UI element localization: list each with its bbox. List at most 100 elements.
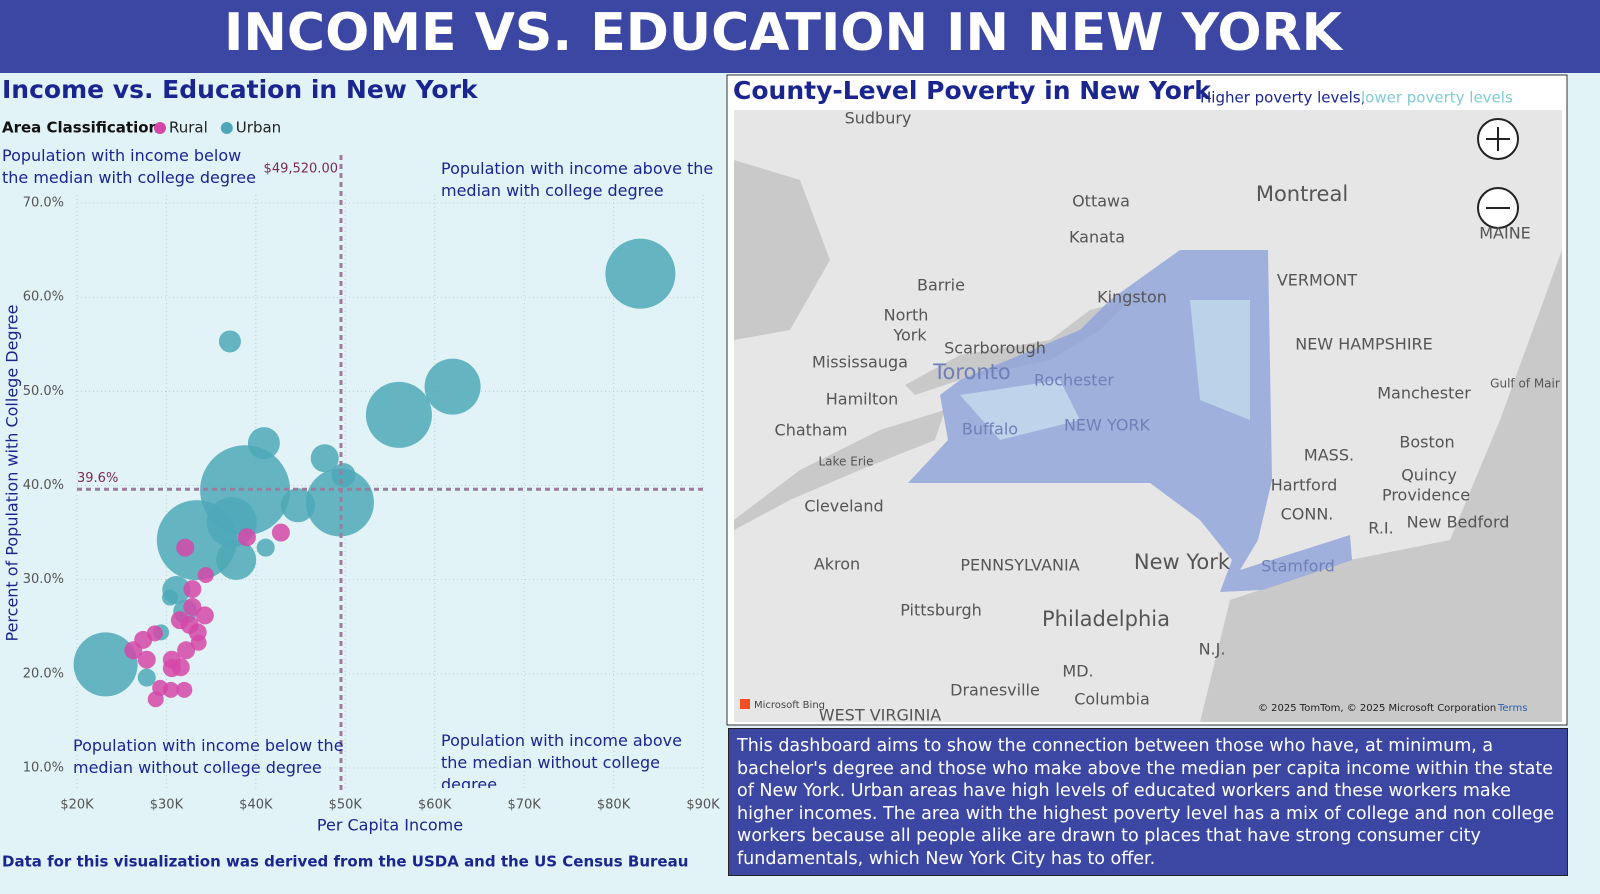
x-tick-label: $80K [597,798,631,813]
map-label: Manchester [1377,384,1471,403]
bubble [197,566,214,583]
bubble [605,238,676,309]
x-axis-label: Per Capita Income [317,816,463,835]
map-label: VERMONT [1277,271,1358,290]
map-label: Toronto [932,360,1011,384]
legend-label: Rural [169,119,208,137]
bubble [162,659,181,678]
legend-marker [154,122,166,134]
map-label: Boston [1399,433,1454,452]
map-label: Sudbury [845,109,912,128]
map-label: Barrie [917,276,965,295]
map-label: Pittsburgh [900,601,982,620]
plot: 10.0% 20.0% 30.0% 40.0% 50.0% 60.0% 70.0% $20K $… [23,119,720,813]
bubble [365,381,432,448]
map-label: Providence [1382,486,1470,505]
map-label: Columbia [1074,690,1150,709]
legend-label: Urban [236,119,281,137]
map-title: County-Level Poverty in New York [733,76,1212,105]
zoom-in-icon [1486,127,1510,151]
bubble [305,468,374,537]
map-label: MAINE [1479,224,1531,243]
y-tick-label: 30.0% [23,572,64,587]
bing-logo [740,699,750,709]
lake [734,410,945,530]
reference-label: $49,520.00 [264,162,338,177]
map-label: Kingston [1097,288,1167,307]
y-axis-label: Percent of Population with College Degre… [3,305,22,642]
map-label: Hamilton [826,390,899,409]
footer: Data for this visualization was derived … [2,853,688,871]
bubble [124,641,143,660]
header-bar [0,0,1600,73]
bubble [162,681,179,698]
bubble [331,463,356,488]
x-tick-label: $50K [329,798,363,813]
bubble [177,641,196,660]
map-label: R.I. [1368,519,1393,538]
map-label: Hartford [1271,476,1338,495]
county [960,380,1080,440]
legend-title: Area Classification [2,119,159,137]
bubble [73,632,138,697]
bubble [146,625,163,642]
map-label: Lake Erie [819,455,874,469]
bubble [218,330,241,353]
map-brand: Microsoft Bing [754,700,825,711]
bubble [271,523,290,542]
map-label: Kanata [1069,228,1125,247]
map-label: Akron [814,555,860,574]
bubble [162,589,179,606]
map-label: New Bedford [1407,513,1510,532]
y-tick-label: 20.0% [23,666,64,681]
map-label: MD. [1062,662,1093,681]
map: Microsoft Bing © 2025 TomTom, © 2025 Mic… [734,110,1562,722]
map-label: Chatham [775,421,848,440]
map-label: Scarborough [944,339,1046,358]
map-label: N.J. [1199,640,1226,659]
map-label: New York [1134,550,1231,574]
map-label: Dranesville [950,681,1040,700]
county [1190,300,1250,420]
map-label: WEST VIRGINIA [819,706,942,725]
map-label: Stamford [1261,557,1335,576]
bubble [147,691,164,708]
map-label: NEW YORK [1064,416,1151,435]
map-label: Mississauga [812,353,908,372]
ocean [1200,250,1562,722]
annotation: Population with income below the median … [2,146,256,187]
map-terms[interactable]: Terms [1497,703,1527,714]
bubble [310,444,339,473]
bubble [216,539,257,580]
map-label: CONN. [1281,505,1334,524]
map-label: Quincy [1401,466,1457,485]
y-tick-label: 60.0% [23,290,64,305]
description: This dashboard aims to show the connecti… [728,728,1568,876]
bubble [237,528,256,547]
map-label: Gulf of Mair [1490,377,1560,391]
bubble [176,681,193,698]
chart-title: Income vs. Education in New York [2,75,479,104]
map-legend-high: Higher poverty levels, [1200,89,1365,107]
x-tick-label: $60K [418,798,452,813]
bubble [137,668,156,687]
bubble [424,358,481,415]
map-label: Montreal [1256,182,1348,206]
bubble [183,580,202,599]
bubble [176,538,195,557]
bubble [195,606,214,625]
annotation: Population with income above the median … [441,731,682,788]
map-label: Rochester [1034,371,1114,390]
bubble [180,615,199,634]
x-tick-label: $30K [150,798,184,813]
legend-marker [220,122,233,134]
lake [905,300,1130,395]
x-tick-label: $90K [686,798,720,813]
map-label: York [892,326,927,345]
bubble [190,634,207,651]
x-tick-label: $20K [60,798,94,813]
map-attribution: © 2025 TomTom, © 2025 Microsoft Corporat… [1258,703,1496,714]
reference-label: 39.6% [77,471,118,486]
